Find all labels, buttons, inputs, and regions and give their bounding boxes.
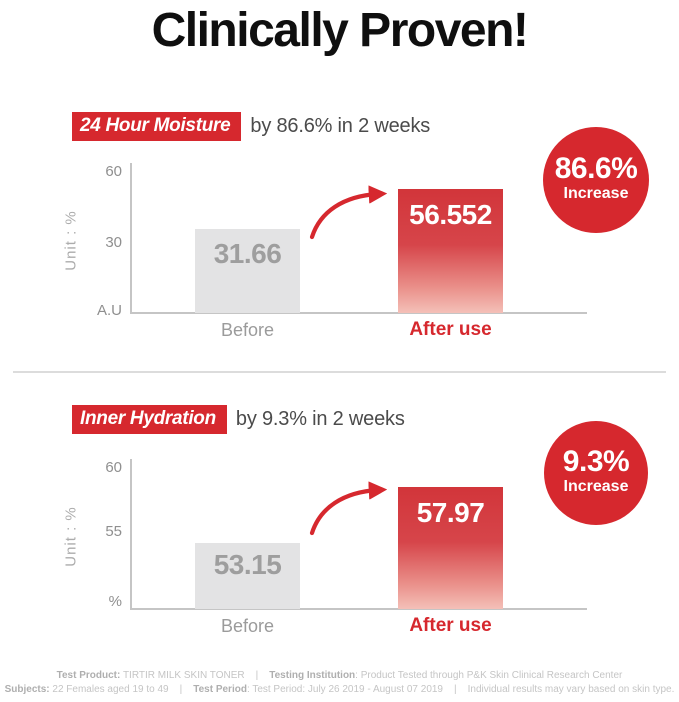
footnote-test-period-value: : Test Period: July 26 2019 - August 07 …: [246, 684, 443, 695]
after-bar: [398, 189, 503, 313]
x-axis-line: [130, 608, 587, 610]
y-axis-unit-label: Unit : %: [62, 210, 80, 271]
footnote-test-period-label: Test Period: [193, 684, 247, 695]
y-tick-60: 60: [105, 459, 122, 476]
page-title: Clinically Proven!: [151, 4, 529, 57]
footnote-disclaimer: Individual results may vary based on ski…: [467, 684, 675, 695]
hydration-subtitle: by 9.3% in 2 weeks: [235, 408, 405, 430]
after-use-category-label: After use: [409, 319, 492, 340]
after-bar-value: 57.97: [416, 497, 485, 528]
after-bar: [398, 487, 503, 609]
x-axis-line: [130, 312, 587, 314]
before-bar: [195, 229, 300, 313]
y-tick-60: 60: [105, 163, 122, 180]
increase-word: Increase: [563, 184, 629, 202]
footnote-subjects-label: Subjects:: [4, 684, 50, 695]
before-category-label: Before: [220, 320, 275, 340]
footnote-test-product-label: Test Product:: [56, 670, 121, 681]
y-axis-line: [130, 459, 132, 610]
footnote-separator: |: [454, 684, 457, 695]
footnote-line-2: Subjects: 22 Females aged 19 to 49 | Test …: [0, 684, 679, 696]
before-bar: [195, 543, 300, 609]
before-bar-value: 53.15: [213, 549, 282, 580]
footnote-test-product-value: TIRTIR MILK SKIN TONER: [120, 670, 245, 681]
y-axis-unit-label: Unit : %: [62, 506, 80, 567]
after-bar-value: 56.552: [409, 199, 492, 230]
footnote-testing-institution-label: Testing Institution: [269, 670, 356, 681]
increase-percent: 9.3%: [562, 444, 630, 478]
section-divider: [13, 371, 666, 373]
before-category-label: Before: [220, 616, 275, 636]
footnote-testing-institution-value: : Product Tested through P&K Skin Clinic…: [355, 670, 623, 681]
y-tick-30: 30: [105, 234, 122, 251]
after-use-category-label: After use: [409, 615, 492, 636]
y-tick-55: 55: [105, 523, 122, 540]
increase-percent: 86.6%: [554, 151, 638, 185]
hydration-section-header: Inner Hydration by 9.3% in 2 weeks: [72, 405, 405, 434]
increase-arrow-icon: [309, 481, 388, 536]
moisture-section-header: 24 Hour Moisture by 86.6% in 2 weeks: [72, 112, 430, 141]
before-bar-value: 31.66: [213, 238, 282, 269]
increase-word: Increase: [563, 477, 629, 495]
footnote-line-1: Test Product: TIRTIR MILK SKIN TONER | Tes…: [0, 670, 679, 682]
moisture-badge: 24 Hour Moisture: [72, 112, 242, 141]
y-tick-percent: %: [108, 593, 122, 610]
footnote-separator: |: [255, 670, 259, 681]
y-axis-line: [130, 163, 132, 314]
increase-arrow-icon: [309, 185, 388, 240]
increase-badge: 9.3% Increase: [544, 421, 648, 525]
moisture-subtitle: by 86.6% in 2 weeks: [250, 115, 431, 137]
y-tick-au: A.U: [96, 302, 122, 319]
hydration-badge: Inner Hydration: [72, 405, 227, 434]
footnote-separator: |: [179, 684, 183, 695]
footnote-subjects-value: 22 Females aged 19 to 49: [49, 684, 169, 695]
increase-badge: 86.6% Increase: [543, 127, 649, 233]
